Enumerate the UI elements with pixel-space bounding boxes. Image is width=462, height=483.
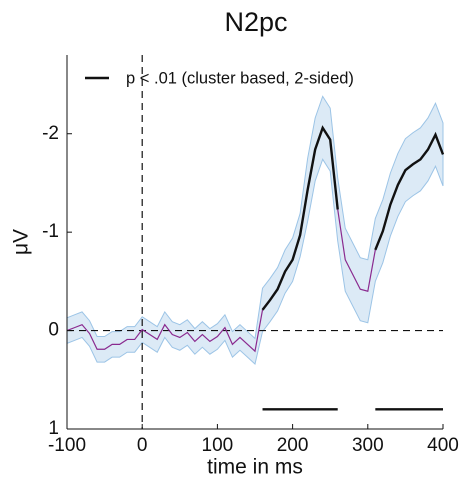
line [66, 309, 264, 353]
x-tick-label: 100 [202, 435, 234, 456]
significant-line [261, 125, 339, 311]
x-tick-label: 300 [352, 435, 384, 456]
y-tick-label: -2 [42, 123, 59, 144]
legend-label: p < .01 (cluster based, 2-sided) [126, 69, 354, 87]
x-tick-label: 400 [427, 435, 459, 456]
chart-title: N2pc [224, 7, 287, 37]
y-axis-label: μV [10, 229, 33, 255]
y-tick-label: 0 [48, 320, 59, 341]
x-tick-label: 200 [277, 435, 309, 456]
x-tick-label: 0 [137, 435, 148, 456]
y-tick-label: -1 [42, 221, 59, 242]
confidence-band [66, 95, 444, 365]
y-tick-label: 1 [48, 418, 59, 439]
line [337, 209, 376, 292]
x-tick-label: -100 [48, 435, 86, 456]
significant-line [374, 131, 445, 251]
x-axis-label: time in ms [207, 456, 303, 479]
